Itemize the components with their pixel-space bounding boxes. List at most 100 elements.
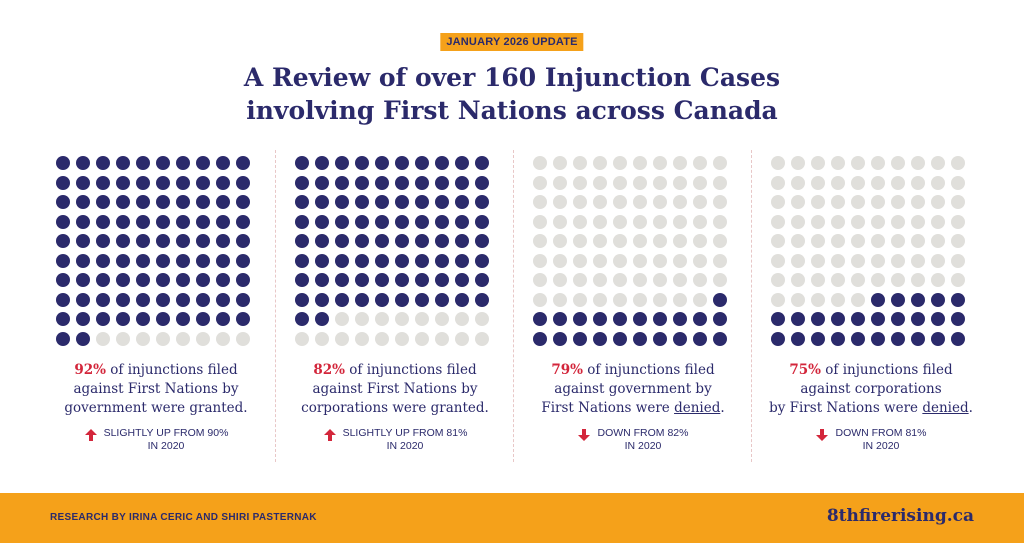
title-line-1: A Review of over 160 Injunction Cases: [243, 63, 781, 92]
waffle-dot-filled: [573, 331, 587, 346]
site-link[interactable]: 8thfirerising.ca: [826, 506, 974, 526]
waffle-dot-filled: [176, 195, 190, 209]
waffle-dot-empty: [533, 175, 547, 190]
waffle-dot-empty: [771, 214, 785, 229]
waffle-dot-filled: [76, 234, 90, 248]
waffle-dot-filled: [295, 175, 309, 190]
waffle-dot-filled: [871, 331, 885, 346]
waffle-dot-empty: [176, 331, 190, 346]
waffle-dot-empty: [693, 253, 707, 268]
waffle-grid: [533, 156, 733, 349]
waffle-dot-empty: [891, 234, 905, 248]
waffle-dot-filled: [295, 195, 309, 209]
waffle-dot-empty: [216, 331, 230, 346]
waffle-dot-filled: [693, 331, 707, 346]
waffle-dot-empty: [831, 253, 845, 268]
waffle-dot-filled: [156, 253, 170, 268]
arrow-down-icon: [578, 429, 591, 441]
waffle-dot-empty: [811, 175, 825, 190]
waffle-dot-empty: [395, 312, 409, 326]
denied-word: denied: [922, 400, 969, 416]
waffle-dot-filled: [116, 214, 130, 229]
waffle-dot-empty: [811, 273, 825, 287]
waffle-dot-filled: [196, 214, 210, 229]
arrow-down-icon: [816, 429, 829, 441]
waffle-dot-filled: [455, 214, 469, 229]
waffle-dot-filled: [533, 312, 547, 326]
waffle-dot-empty: [553, 234, 567, 248]
panel-description: 92% of injunctions filed against First N…: [37, 361, 275, 418]
waffle-dot-empty: [553, 253, 567, 268]
waffle-dot-filled: [771, 331, 785, 346]
waffle-dot-empty: [871, 234, 885, 248]
desc-line-post: .: [720, 400, 725, 416]
waffle-dot-filled: [176, 292, 190, 307]
arrow-up-icon: [84, 429, 97, 441]
waffle-dot-filled: [533, 331, 547, 346]
waffle-dot-empty: [791, 273, 805, 287]
waffle-dot-empty: [713, 195, 727, 209]
waffle-dot-empty: [911, 234, 925, 248]
waffle-dot-filled: [196, 195, 210, 209]
waffle-dot-empty: [951, 253, 965, 268]
waffle-dot-empty: [653, 253, 667, 268]
waffle-dot-filled: [911, 292, 925, 307]
waffle-dot-filled: [96, 156, 110, 170]
waffle-dot-empty: [713, 214, 727, 229]
waffle-dot-empty: [791, 195, 805, 209]
waffle-dot-filled: [435, 156, 449, 170]
waffle-dot-empty: [653, 175, 667, 190]
waffle-dot-filled: [295, 292, 309, 307]
waffle-dot-filled: [136, 273, 150, 287]
waffle-dot-filled: [573, 312, 587, 326]
waffle-dot-empty: [613, 234, 627, 248]
waffle-dot-empty: [791, 292, 805, 307]
waffle-dot-empty: [375, 331, 389, 346]
waffle-dot-filled: [236, 175, 250, 190]
waffle-dot-filled: [951, 312, 965, 326]
trend-line-2: IN 2020: [862, 440, 900, 452]
waffle-dot-filled: [196, 292, 210, 307]
waffle-dot-empty: [355, 312, 369, 326]
waffle-dot-filled: [811, 312, 825, 326]
waffle-panels: 92% of injunctions filed against First N…: [37, 150, 989, 462]
waffle-dot-filled: [475, 195, 489, 209]
waffle-dot-filled: [475, 273, 489, 287]
waffle-dot-empty: [831, 234, 845, 248]
waffle-dot-filled: [116, 195, 130, 209]
waffle-dot-empty: [931, 195, 945, 209]
waffle-dot-empty: [593, 234, 607, 248]
waffle-dot-filled: [891, 331, 905, 346]
waffle-dot-empty: [851, 253, 865, 268]
waffle-dot-empty: [831, 175, 845, 190]
waffle-dot-filled: [216, 312, 230, 326]
waffle-dot-filled: [335, 175, 349, 190]
waffle-dot-filled: [355, 156, 369, 170]
waffle-dot-filled: [216, 195, 230, 209]
waffle-dot-filled: [156, 273, 170, 287]
waffle-dot-filled: [791, 331, 805, 346]
waffle-dot-filled: [871, 312, 885, 326]
waffle-dot-filled: [355, 292, 369, 307]
waffle-dot-filled: [455, 195, 469, 209]
waffle-dot-filled: [653, 312, 667, 326]
waffle-dot-filled: [375, 175, 389, 190]
waffle-dot-filled: [871, 292, 885, 307]
waffle-dot-empty: [673, 253, 687, 268]
waffle-dot-filled: [395, 253, 409, 268]
waffle-dot-filled: [56, 273, 70, 287]
waffle-dot-empty: [415, 331, 429, 346]
waffle-dot-filled: [415, 175, 429, 190]
waffle-dot-empty: [593, 273, 607, 287]
waffle-dot-filled: [136, 234, 150, 248]
update-badge: JANUARY 2026 UPDATE: [440, 33, 584, 51]
waffle-dot-empty: [871, 253, 885, 268]
waffle-dot-empty: [713, 234, 727, 248]
waffle-dot-filled: [613, 312, 627, 326]
waffle-dot-filled: [315, 292, 329, 307]
waffle-dot-filled: [236, 312, 250, 326]
waffle-dot-empty: [871, 175, 885, 190]
waffle-dot-empty: [653, 234, 667, 248]
waffle-dot-filled: [415, 273, 429, 287]
waffle-dot-empty: [673, 175, 687, 190]
